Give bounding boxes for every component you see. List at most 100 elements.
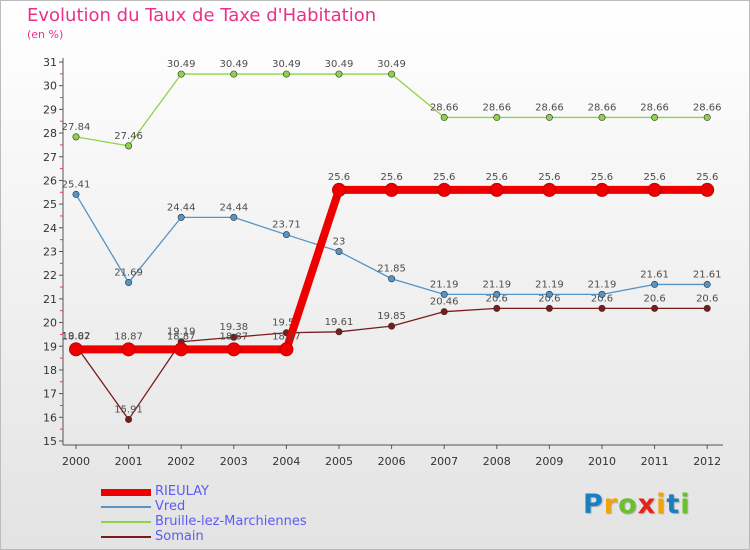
data-label-rieulay: 25.6 bbox=[538, 172, 560, 183]
data-point-somain bbox=[230, 333, 238, 341]
data-point-vred bbox=[545, 290, 553, 298]
x-tick-label: 2001 bbox=[115, 455, 143, 468]
y-tick-label: 23 bbox=[43, 246, 57, 259]
y-tick-label: 19 bbox=[43, 340, 57, 353]
y-tick-label: 15 bbox=[43, 435, 57, 448]
data-point-bruille-lez-marchiennes bbox=[545, 113, 553, 121]
chart-title: Evolution du Taux de Taxe d'Habitation bbox=[27, 5, 377, 26]
data-point-somain bbox=[703, 304, 711, 312]
data-label-bruille-lez-marchiennes: 28.66 bbox=[482, 102, 511, 113]
logo-letter: x bbox=[637, 489, 657, 520]
data-label-somain: 19.61 bbox=[325, 317, 354, 328]
data-point-rieulay bbox=[595, 182, 609, 197]
data-label-bruille-lez-marchiennes: 27.46 bbox=[114, 131, 143, 142]
data-point-bruille-lez-marchiennes bbox=[388, 70, 396, 78]
legend-swatch bbox=[101, 488, 151, 496]
data-label-bruille-lez-marchiennes: 30.49 bbox=[219, 59, 248, 70]
data-label-somain: 20.6 bbox=[643, 293, 665, 304]
x-tick-label: 2007 bbox=[430, 455, 458, 468]
data-label-rieulay: 25.6 bbox=[380, 172, 402, 183]
data-label-rieulay: 18.87 bbox=[219, 331, 248, 342]
y-tick-label: 25 bbox=[43, 198, 57, 211]
x-tick-label: 2011 bbox=[641, 455, 669, 468]
x-tick-label: 2009 bbox=[535, 455, 563, 468]
data-label-rieulay: 25.6 bbox=[696, 172, 718, 183]
x-tick-label: 2012 bbox=[693, 455, 721, 468]
x-tick-label: 2010 bbox=[588, 455, 616, 468]
x-tick-label: 2006 bbox=[378, 455, 406, 468]
legend-label: Somain bbox=[155, 529, 204, 544]
data-label-rieulay: 18.87 bbox=[114, 331, 143, 342]
logo-letter: o bbox=[618, 489, 638, 520]
data-label-bruille-lez-marchiennes: 30.49 bbox=[377, 59, 406, 70]
logo-letter: r bbox=[603, 489, 619, 520]
x-tick-label: 2000 bbox=[62, 455, 90, 468]
data-point-rieulay bbox=[700, 182, 715, 197]
data-point-bruille-lez-marchiennes bbox=[651, 113, 659, 121]
x-tick-label: 2004 bbox=[272, 455, 300, 468]
data-label-vred: 21.19 bbox=[482, 279, 511, 290]
data-point-vred bbox=[72, 190, 80, 198]
data-point-rieulay bbox=[226, 342, 241, 357]
data-point-vred bbox=[388, 275, 396, 283]
y-tick-label: 16 bbox=[43, 411, 57, 424]
data-point-bruille-lez-marchiennes bbox=[703, 113, 711, 121]
data-label-vred: 24.44 bbox=[219, 202, 248, 213]
data-label-vred: 21.19 bbox=[430, 279, 459, 290]
legend-swatch bbox=[101, 536, 151, 538]
data-point-bruille-lez-marchiennes bbox=[177, 70, 185, 78]
data-label-rieulay: 25.6 bbox=[591, 172, 613, 183]
data-label-somain: 19.57 bbox=[272, 318, 301, 329]
y-tick-label: 28 bbox=[43, 127, 57, 140]
data-label-rieulay: 18.87 bbox=[167, 331, 196, 342]
proxiti-logo: Proxiti bbox=[583, 489, 691, 520]
y-tick-label: 31 bbox=[43, 56, 57, 69]
data-label-vred: 21.61 bbox=[693, 269, 722, 280]
data-point-rieulay bbox=[542, 182, 557, 197]
data-label-vred: 21.69 bbox=[114, 268, 143, 279]
data-point-vred bbox=[440, 290, 448, 298]
data-point-rieulay bbox=[121, 342, 136, 357]
data-label-vred: 21.19 bbox=[588, 279, 617, 290]
y-tick-label: 24 bbox=[43, 222, 57, 235]
legend-label: Vred bbox=[155, 499, 186, 514]
logo-letter: t bbox=[666, 489, 681, 520]
data-label-somain: 20.6 bbox=[591, 293, 613, 304]
y-tick-label: 21 bbox=[43, 293, 57, 306]
data-label-rieulay: 18.87 bbox=[62, 331, 91, 342]
data-label-bruille-lez-marchiennes: 30.49 bbox=[272, 59, 301, 70]
data-label-bruille-lez-marchiennes: 27.84 bbox=[62, 122, 91, 133]
y-tick-label: 27 bbox=[43, 151, 57, 164]
data-point-rieulay bbox=[384, 182, 399, 197]
data-label-bruille-lez-marchiennes: 30.49 bbox=[167, 59, 196, 70]
data-point-bruille-lez-marchiennes bbox=[598, 113, 606, 121]
y-tick-label: 30 bbox=[43, 80, 57, 93]
data-label-bruille-lez-marchiennes: 30.49 bbox=[325, 59, 354, 70]
data-label-bruille-lez-marchiennes: 28.66 bbox=[693, 102, 722, 113]
data-label-vred: 24.44 bbox=[167, 202, 196, 213]
data-label-bruille-lez-marchiennes: 28.66 bbox=[430, 102, 459, 113]
data-label-somain: 19.85 bbox=[377, 311, 406, 322]
data-point-rieulay bbox=[647, 182, 662, 197]
data-point-somain bbox=[493, 304, 501, 312]
x-tick-label: 2008 bbox=[483, 455, 511, 468]
data-label-somain: 19.38 bbox=[219, 322, 248, 333]
data-point-rieulay bbox=[332, 182, 346, 197]
data-point-bruille-lez-marchiennes bbox=[440, 113, 448, 121]
data-point-bruille-lez-marchiennes bbox=[335, 70, 343, 78]
data-point-rieulay bbox=[279, 342, 294, 357]
x-tick-label: 2003 bbox=[220, 455, 248, 468]
data-label-bruille-lez-marchiennes: 28.66 bbox=[640, 102, 669, 113]
data-label-vred: 21.85 bbox=[377, 264, 406, 275]
data-label-rieulay: 25.6 bbox=[486, 172, 508, 183]
data-label-somain: 19.19 bbox=[167, 327, 196, 338]
data-point-somain bbox=[388, 322, 396, 330]
data-point-bruille-lez-marchiennes bbox=[125, 142, 133, 150]
data-label-vred: 23.71 bbox=[272, 220, 301, 231]
data-point-vred bbox=[335, 248, 343, 256]
x-tick-label: 2002 bbox=[167, 455, 195, 468]
data-point-vred bbox=[493, 290, 501, 298]
data-label-rieulay: 25.6 bbox=[643, 172, 665, 183]
